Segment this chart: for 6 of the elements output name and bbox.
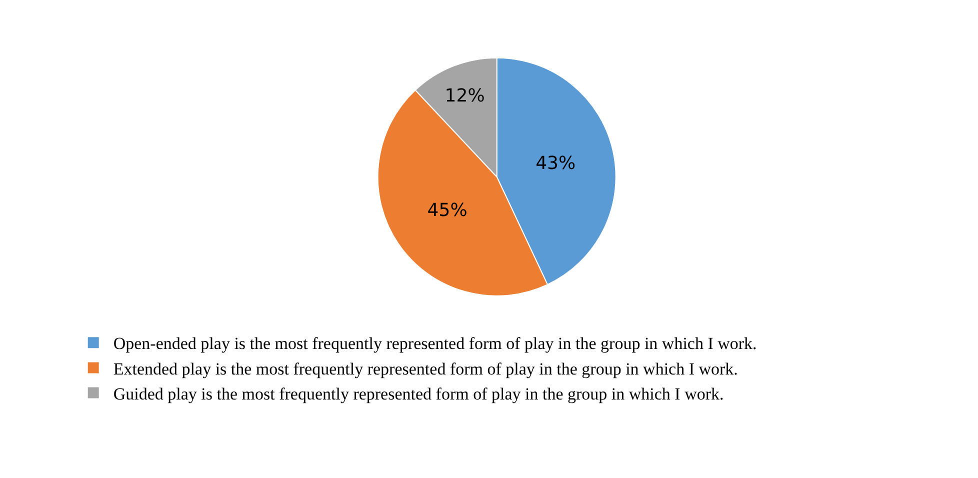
legend-label: Open-ended play is the most frequently represented form of play in the group in which I work. bbox=[113, 334, 757, 354]
data-label: 43% bbox=[536, 153, 576, 174]
legend-label: Extended play is the most frequently represented form of play in the group in which I work. bbox=[113, 359, 738, 378]
legend-label: Guided play is the most frequently represented form of play in the group in which I work. bbox=[113, 384, 724, 404]
data-label: 12% bbox=[444, 85, 485, 106]
data-label: 45% bbox=[427, 200, 468, 222]
